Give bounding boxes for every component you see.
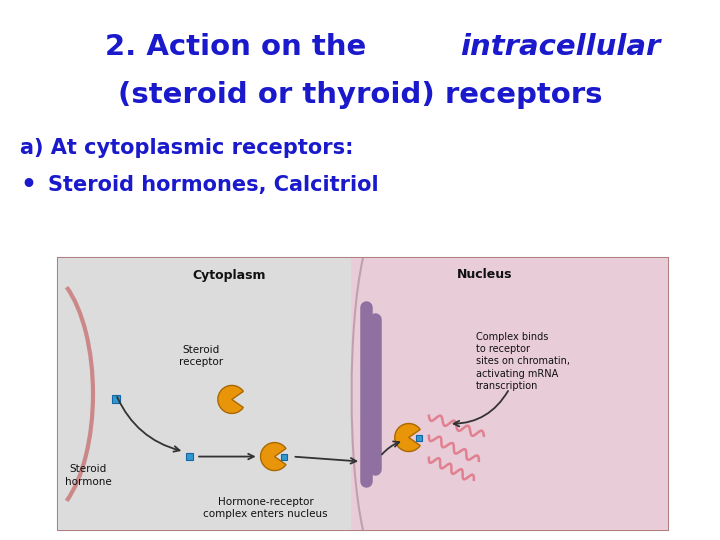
FancyBboxPatch shape <box>58 258 668 530</box>
Text: (steroid or thyroid) receptors: (steroid or thyroid) receptors <box>118 81 602 109</box>
Polygon shape <box>282 454 287 460</box>
Wedge shape <box>395 423 420 451</box>
Polygon shape <box>415 435 421 441</box>
Text: Steroid hormones, Calcitriol: Steroid hormones, Calcitriol <box>48 175 379 195</box>
Text: Nucleus: Nucleus <box>457 267 513 280</box>
Text: 2. Action on the: 2. Action on the <box>105 33 377 61</box>
Polygon shape <box>112 395 120 403</box>
Text: Complex binds
to receptor
sites on chromatin,
activating mRNA
transcription: Complex binds to receptor sites on chrom… <box>476 332 570 391</box>
Bar <box>351 258 668 530</box>
Text: Hormone-receptor
complex enters nucleus: Hormone-receptor complex enters nucleus <box>203 497 328 519</box>
Text: intracellular: intracellular <box>460 33 660 61</box>
Text: Steroid
hormone: Steroid hormone <box>65 464 112 487</box>
Wedge shape <box>218 386 243 414</box>
Text: Steroid
receptor: Steroid receptor <box>179 345 223 367</box>
Text: Cytoplasm: Cytoplasm <box>192 269 266 282</box>
Text: •: • <box>20 173 36 197</box>
Polygon shape <box>186 453 193 460</box>
Text: a) At cytoplasmic receptors:: a) At cytoplasmic receptors: <box>20 138 354 158</box>
Wedge shape <box>261 443 286 470</box>
Bar <box>58 258 382 530</box>
